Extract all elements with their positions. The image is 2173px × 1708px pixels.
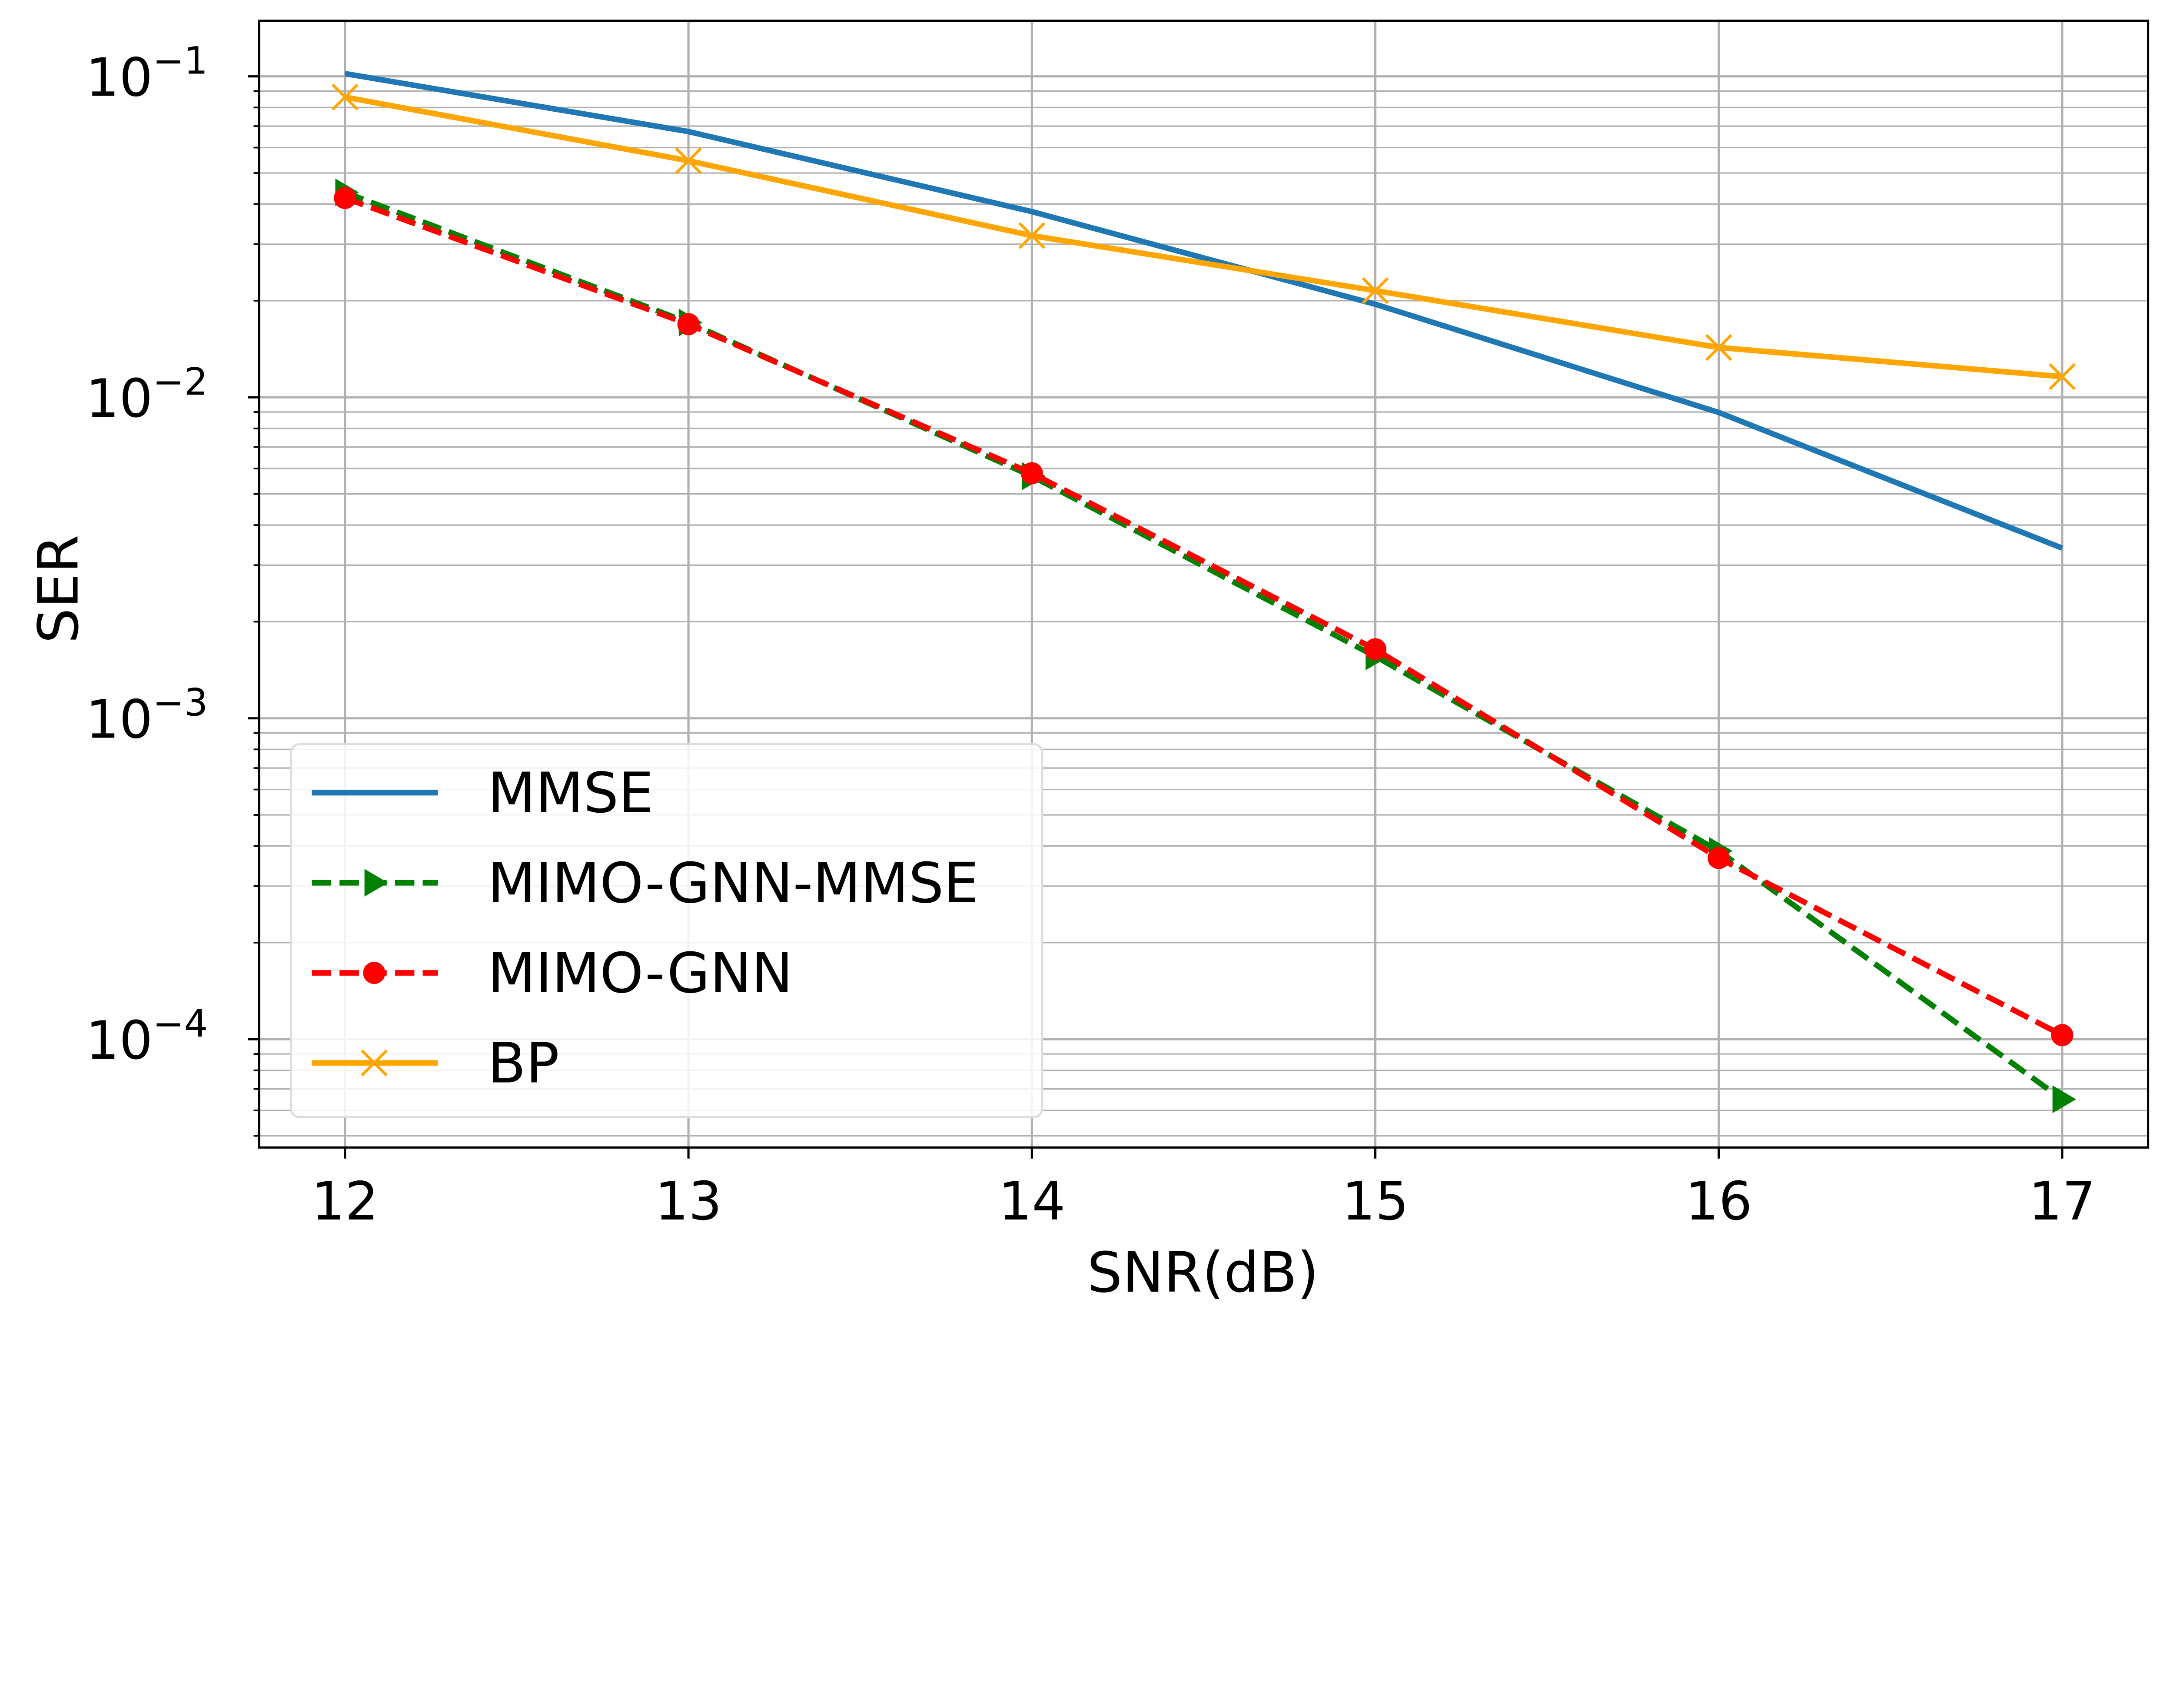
x-marker — [1362, 277, 1389, 304]
series-mmse — [344, 71, 2063, 551]
circle-marker — [363, 962, 385, 984]
x-axis-label: SNR(dB) — [1087, 1241, 1319, 1305]
ticks: 12 13 14 15 16 17 10−1 10−2 10−3 10−4 — [86, 39, 2096, 1232]
x-tick-label: 15 — [1342, 1171, 1409, 1232]
legend-label: MIMO-GNN-MMSE — [488, 851, 979, 916]
x-marker — [2049, 363, 2076, 390]
legend-label: BP — [488, 1031, 559, 1096]
circle-marker — [1020, 462, 1043, 485]
x-tick-label: 17 — [2029, 1171, 2096, 1232]
x-marker — [1018, 222, 1046, 249]
series-mimo-gnn — [334, 186, 2073, 1047]
x-tick-label: 12 — [312, 1171, 379, 1232]
triangle-marker — [2052, 1085, 2076, 1113]
circle-marker — [677, 313, 700, 336]
y-tick-label: 10−3 — [86, 681, 208, 750]
x-marker — [331, 83, 359, 111]
x-tick-label: 14 — [998, 1171, 1065, 1232]
series-line — [344, 189, 2064, 1102]
triangle-marker — [364, 869, 388, 897]
legend: MMSE MIMO-GNN-MMSE MIMO-GNN BP — [290, 743, 1043, 1118]
y-tick-label: 10−2 — [86, 360, 208, 429]
series-line — [344, 195, 2063, 1038]
legend-label: MIMO-GNN — [488, 941, 793, 1006]
x-tick-label: 13 — [655, 1171, 722, 1232]
circle-marker — [2051, 1024, 2073, 1047]
series-line — [344, 71, 2063, 551]
series-line — [344, 94, 2063, 379]
y-tick-label: 10−4 — [86, 1002, 208, 1071]
y-tick-label: 10−1 — [86, 39, 208, 108]
x-marker — [1705, 334, 1732, 361]
circle-marker — [1708, 847, 1730, 869]
y-axis-label: SER — [27, 535, 91, 643]
x-tick-label: 16 — [1685, 1171, 1752, 1232]
series-layer — [331, 71, 2076, 1113]
x-marker — [361, 1049, 388, 1077]
ser-vs-snr-chart: 12 13 14 15 16 17 10−1 10−2 10−3 10−4 SNR(dB) SER… — [27, 20, 2150, 1305]
circle-marker — [1364, 638, 1387, 661]
legend-label: MMSE — [488, 761, 654, 826]
legend-box — [290, 743, 1043, 1118]
series-bp — [331, 83, 2076, 390]
x-marker — [675, 147, 702, 174]
circle-marker — [334, 186, 356, 209]
plot-frame — [258, 20, 2150, 1149]
